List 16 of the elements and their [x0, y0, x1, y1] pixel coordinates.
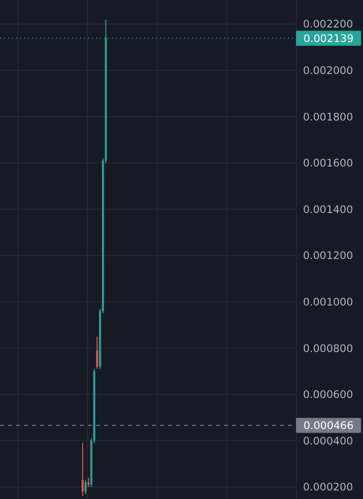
y-tick-label: 0.001200 — [302, 250, 354, 262]
candlestick — [96, 336, 98, 370]
y-tick-label: 0.000600 — [302, 389, 354, 402]
y-tick-label: 0.002000 — [302, 65, 354, 78]
candlestick — [82, 442, 84, 497]
candlestick — [84, 480, 87, 494]
y-tick-label: 0.000800 — [302, 342, 354, 355]
y-tick-label: 0.001600 — [302, 158, 354, 170]
y-tick-label: 0.001800 — [302, 111, 354, 124]
y-tick-label: 0.002200 — [302, 18, 354, 31]
y-tick-label: 0.001000 — [302, 296, 354, 308]
y-tick-label: 0.000400 — [302, 435, 354, 448]
y-tick-label: 0.001400 — [302, 204, 354, 216]
y-tick-label: 0.000200 — [302, 482, 354, 494]
ref-line-label: 0.000466 — [303, 420, 354, 432]
ref-line-label: 0.002139 — [303, 32, 354, 45]
